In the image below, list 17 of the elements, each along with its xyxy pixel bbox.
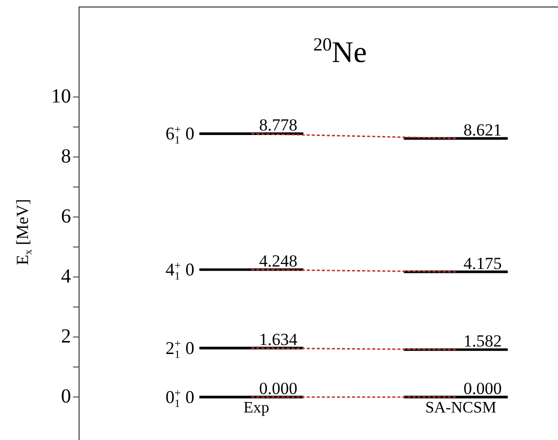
y-tick-label: 0 bbox=[61, 385, 71, 408]
x-tick-label: SA-NCSM bbox=[425, 399, 496, 416]
data-label: 4.248 bbox=[259, 252, 298, 271]
y-tick-label: 8 bbox=[61, 145, 71, 168]
x-tick-label: Exp bbox=[243, 399, 270, 416]
y-tick-label: 6 bbox=[61, 205, 71, 228]
data-label: 0.000 bbox=[259, 379, 298, 398]
y-tick-label: 10 bbox=[51, 85, 71, 108]
data-label: 0.000 bbox=[464, 379, 502, 398]
y-tick-label: 4 bbox=[61, 265, 71, 288]
data-label: 4.175 bbox=[464, 254, 502, 273]
y-tick-label: 2 bbox=[61, 325, 71, 348]
y-axis-title: Ex [MeV] bbox=[13, 198, 35, 266]
data-label: 8.778 bbox=[259, 116, 298, 135]
data-label: 1.634 bbox=[259, 330, 298, 350]
data-label: 1.582 bbox=[464, 332, 502, 351]
data-label: 8.621 bbox=[464, 120, 502, 140]
